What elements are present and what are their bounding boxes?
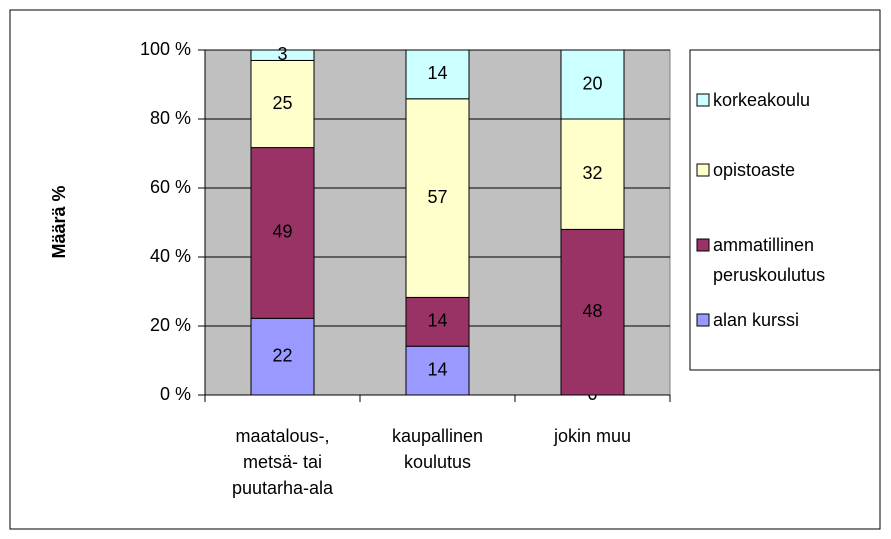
data-label: 48 bbox=[582, 301, 602, 321]
data-label: 14 bbox=[427, 63, 447, 83]
y-tick-label: 60 % bbox=[150, 177, 191, 197]
bar-segment bbox=[405, 296, 470, 347]
legend-label: korkeakoulu bbox=[713, 90, 811, 110]
legend-box bbox=[689, 49, 881, 371]
bar-segment bbox=[250, 317, 315, 396]
x-tick-label: jokin muu bbox=[553, 426, 632, 446]
y-tick-label: 0 % bbox=[160, 384, 191, 404]
bar-segment bbox=[405, 345, 470, 396]
y-tick-label: 100 % bbox=[140, 39, 191, 59]
legend-label: alan kurssi bbox=[713, 310, 800, 330]
y-tick-label: 20 % bbox=[150, 315, 191, 335]
legend-label: ammatillinen peruskoulutus bbox=[713, 235, 826, 285]
data-label: 20 bbox=[582, 73, 602, 93]
data-label: 3 bbox=[277, 44, 287, 64]
y-axis-label: Määrä % bbox=[49, 185, 69, 258]
x-tick-label: maatalous-, metsä- tai puutarha-ala bbox=[231, 426, 334, 498]
data-label: 32 bbox=[582, 163, 602, 183]
data-label: 22 bbox=[272, 345, 292, 365]
y-tick-label: 80 % bbox=[150, 108, 191, 128]
legend-swatch bbox=[696, 163, 710, 177]
bar-segment bbox=[250, 59, 315, 149]
data-label: 14 bbox=[427, 359, 447, 379]
bar-segment bbox=[250, 49, 315, 61]
bar-segment bbox=[560, 49, 625, 120]
legend-swatch bbox=[696, 313, 710, 327]
data-label: 25 bbox=[272, 93, 292, 113]
legend-swatch bbox=[696, 238, 710, 252]
bar-segment bbox=[405, 98, 470, 298]
bar-segment bbox=[560, 228, 625, 396]
data-label: 14 bbox=[427, 311, 447, 331]
x-tick-label: kaupallinen koulutus bbox=[391, 426, 484, 472]
bar-segment bbox=[560, 118, 625, 230]
data-label: 57 bbox=[427, 187, 447, 207]
bar-segment bbox=[405, 49, 470, 100]
legend-label: opistoaste bbox=[713, 160, 796, 180]
bar-segment bbox=[250, 147, 315, 319]
legend-swatch bbox=[696, 93, 710, 107]
y-tick-label: 40 % bbox=[150, 246, 191, 266]
data-label: 49 bbox=[272, 222, 292, 242]
